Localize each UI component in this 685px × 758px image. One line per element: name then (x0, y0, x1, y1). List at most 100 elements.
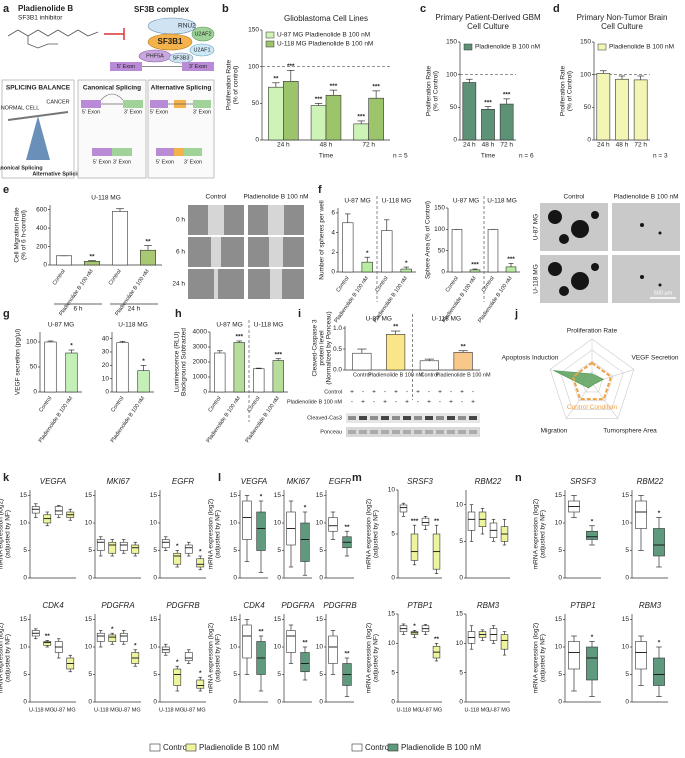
y-tick-label: 15 (555, 492, 563, 499)
significance: * (658, 510, 661, 517)
x-tick-label: Control (353, 372, 371, 378)
significance: ** (45, 633, 51, 640)
group-label: U-87 MG (183, 707, 205, 713)
panel-label: f (318, 184, 322, 196)
x-tick-label: Pladienolide B 100 nM (436, 372, 491, 378)
protein (189, 43, 215, 57)
radar-spoke (565, 382, 593, 419)
significance: * (199, 670, 202, 677)
y-tick-label: 100 (446, 71, 457, 78)
y-tick-label: 0 (319, 699, 323, 706)
legend-swatch (597, 43, 607, 51)
tumorsphere (658, 283, 662, 287)
box (300, 522, 310, 562)
box (108, 634, 117, 642)
x-tick-label: 24 h (277, 142, 290, 149)
significance: ** (461, 343, 467, 350)
normal-label: NORMAL CELL (1, 105, 40, 111)
box (286, 630, 296, 653)
blot-band (348, 416, 356, 420)
significance: *** (372, 84, 380, 91)
y-tick-label: 0 (391, 699, 395, 706)
exon (182, 62, 214, 71)
y-tick-label: 20 (102, 362, 110, 369)
scratch-gap (269, 237, 283, 267)
y-tick-label: 400 (36, 225, 47, 232)
canonical-label: Canonical Splicing (0, 165, 43, 171)
significance: *** (503, 92, 511, 99)
y-tick-label: 15 (230, 492, 238, 499)
y-tick-label: 10 (85, 520, 93, 527)
box (119, 632, 128, 642)
significance: *** (330, 83, 338, 90)
blot-sign: - (439, 399, 441, 406)
exon-label: 3' Exon (189, 64, 207, 70)
tumorsphere (591, 211, 599, 219)
protein-label: PHF5A (146, 53, 164, 59)
significance: ** (89, 253, 95, 260)
panel-label: e (3, 184, 9, 196)
y-tick-label: 0 (558, 575, 562, 582)
blot-band (414, 430, 422, 434)
radar-ring (560, 349, 624, 410)
scratch-gap (214, 269, 218, 299)
significance: * (366, 250, 369, 257)
scale-bar-label: 500 µm (654, 290, 673, 296)
blot-band (403, 416, 411, 420)
y-tick-label: 50 (450, 104, 458, 111)
group-label: U-118 MG (382, 198, 412, 205)
significance: *** (411, 518, 419, 525)
blot-band (348, 430, 356, 434)
y-axis-label: (Normalized by Ponceau) (326, 311, 333, 384)
box (173, 668, 182, 686)
significance: ** (434, 636, 440, 643)
y-axis-label: (adjusted by NF) (373, 510, 380, 558)
box (119, 541, 128, 551)
box (184, 652, 193, 662)
radar-axis-label: Proliferation Rate (567, 328, 618, 335)
bar (505, 266, 517, 273)
y-tick-label: 0 (459, 575, 463, 582)
y-tick-label: 4 (331, 229, 335, 236)
box (242, 624, 252, 659)
y-tick-label: 10 (102, 375, 110, 382)
y-tick-label: 15 (230, 616, 238, 623)
bar (615, 78, 629, 141)
image-row-label: 24 h (172, 281, 185, 288)
legend-label: U-118 MG Pladienolide B 100 nM (277, 41, 373, 48)
box (653, 528, 665, 557)
radar-series (553, 370, 605, 389)
chart-title: PTBP1 (407, 601, 432, 610)
y-tick-label: 10 (388, 640, 396, 647)
box (161, 539, 170, 549)
y-tick-label: 5 (459, 538, 463, 545)
y-axis-label: Proliferation Rate (226, 60, 233, 111)
micrograph (612, 255, 680, 303)
canonical-box (77, 79, 147, 179)
bar (596, 73, 611, 141)
tumorsphere (591, 263, 599, 271)
y-tick-label: 100 (580, 71, 591, 78)
y-tick-label: 40 (102, 335, 110, 342)
y-tick-label: 0 (459, 699, 463, 706)
panel-label: b (222, 3, 229, 15)
drug-note: SF3B1 inhibitor (18, 15, 63, 22)
bar (214, 352, 226, 393)
x-tick-label: 24 h (597, 142, 610, 149)
exon (123, 100, 143, 108)
bar (325, 94, 342, 141)
bar (462, 82, 477, 141)
bar (268, 86, 284, 141)
y-tick-label: 0 (391, 575, 395, 582)
y-tick-label: 0 (319, 575, 323, 582)
molecule (7, 29, 99, 37)
y-tick-label: 0 (277, 699, 281, 706)
blot-sign: + (471, 399, 475, 406)
box (173, 552, 182, 565)
y-tick-label: 5 (558, 671, 562, 678)
legend-label: Pladienolide B 100 nM (475, 44, 540, 51)
significance: * (658, 640, 661, 647)
y-tick-label: 600 (36, 206, 47, 213)
box (467, 511, 476, 531)
y-axis-label: Proliferation Rate (426, 66, 433, 117)
